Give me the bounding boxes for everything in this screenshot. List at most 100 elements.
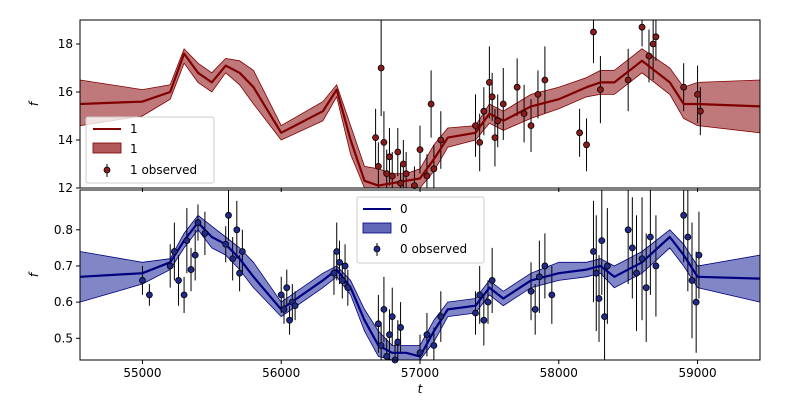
bottom-observed-point <box>695 251 703 259</box>
bottom-observed-point <box>638 255 646 263</box>
top-model-line <box>79 52 761 187</box>
bottom-observed-point <box>595 295 603 302</box>
bottom-observed-point <box>397 324 404 331</box>
bottom-observed-point <box>344 284 352 292</box>
top-y-tick-label: 14 <box>58 133 73 147</box>
top-observed-point <box>534 91 542 98</box>
bottom-observed-point <box>236 269 243 277</box>
bottom-observed-point <box>646 233 654 241</box>
top-observed-point <box>411 182 418 190</box>
bottom-observed-point <box>222 240 230 248</box>
bottom-observed-point <box>652 262 660 270</box>
bottom-point-layer <box>139 211 703 364</box>
bottom-observed-point <box>336 258 343 266</box>
bottom-observed-point <box>139 277 146 284</box>
bottom-observed-point <box>280 305 288 313</box>
top-observed-point <box>394 148 402 156</box>
top-observed-point <box>416 146 424 154</box>
top-line-layer <box>79 52 761 187</box>
bottom-observed-point <box>601 313 608 320</box>
top-y-tick-label: 16 <box>58 85 73 99</box>
bottom-observed-point <box>386 331 393 339</box>
bottom-observed-point <box>191 251 199 259</box>
bottom-observed-point <box>187 266 195 273</box>
bottom-observed-point <box>680 211 688 219</box>
top-observed-point <box>485 79 493 86</box>
top-observed-point <box>520 110 528 117</box>
bottom-y-tick-label: 0.6 <box>54 295 73 309</box>
bottom-observed-point <box>383 352 391 360</box>
bottom-y-tick-label: 0.8 <box>54 223 73 237</box>
bottom-observed-point <box>330 269 338 277</box>
top-observed-point <box>380 138 388 146</box>
bottom-observed-point <box>388 313 396 320</box>
bottom-y-tick-label: 0.5 <box>54 331 73 345</box>
top-observed-point <box>374 162 382 170</box>
bottom-observed-point <box>380 305 388 313</box>
bottom-observed-point <box>590 248 597 255</box>
top-observed-point <box>694 91 701 98</box>
bottom-observed-point <box>624 226 632 234</box>
top-observed-point <box>527 122 535 129</box>
top-observed-point <box>597 86 604 93</box>
bottom-observed-point <box>394 338 402 346</box>
top-observed-point <box>680 83 688 91</box>
bottom-observed-point <box>684 233 692 241</box>
bottom-observed-point <box>541 262 549 270</box>
bottom-panel: 0.5 0.6 0.7 0.8 f 0 0 0 observed <box>27 189 761 364</box>
bottom-observed-point <box>291 302 299 310</box>
top-legend-band-swatch <box>92 142 122 154</box>
bottom-observed-point <box>183 237 191 245</box>
top-observed-point <box>624 76 632 84</box>
top-observed-point <box>649 40 657 48</box>
top-observed-point <box>499 100 507 108</box>
bottom-observed-point <box>233 226 241 234</box>
bottom-observed-point <box>488 277 496 284</box>
bottom-observed-point <box>180 291 188 299</box>
top-observed-point <box>372 134 379 142</box>
top-observed-point <box>430 165 438 173</box>
bottom-legend-band-swatch <box>362 222 392 234</box>
bottom-observed-point <box>333 248 341 255</box>
bottom-observed-point <box>628 244 636 252</box>
top-y-axis-label: f <box>27 100 41 106</box>
top-observed-point <box>590 28 597 36</box>
bottom-observed-point <box>592 269 600 277</box>
top-observed-point <box>652 33 660 41</box>
top-point-layer <box>372 23 704 190</box>
bottom-legend-box <box>356 196 485 264</box>
bottom-observed-point <box>535 273 543 281</box>
bottom-observed-point <box>472 309 479 317</box>
bottom-observed-point <box>341 262 349 270</box>
bottom-observed-point <box>194 219 202 226</box>
top-observed-point <box>494 117 502 125</box>
bottom-observed-point <box>527 287 535 295</box>
bottom-legend-point-swatch <box>373 245 381 253</box>
top-observed-point <box>427 100 435 108</box>
bottom-observed-point <box>377 342 385 349</box>
bottom-observed-point <box>484 298 492 306</box>
top-panel: 12 14 16 18 f 1 1 1 observed <box>27 19 761 195</box>
bottom-observed-point <box>175 277 182 284</box>
bottom-observed-point <box>225 211 232 219</box>
bottom-observed-point <box>692 298 700 306</box>
bottom-observed-point <box>338 277 346 284</box>
bottom-observed-point <box>166 262 174 270</box>
bottom-observed-point <box>598 237 606 245</box>
bottom-observed-point <box>229 255 237 263</box>
top-observed-point <box>437 136 445 144</box>
top-legend-point-swatch <box>103 166 111 174</box>
bottom-observed-point <box>476 291 484 299</box>
top-legend: 1 1 1 observed <box>85 116 215 184</box>
top-observed-point <box>480 107 488 115</box>
x-axis-label: t <box>418 382 424 396</box>
bottom-observed-point <box>437 313 445 320</box>
x-tick-label: 56000 <box>262 366 300 380</box>
x-tick-label: 58000 <box>540 366 578 380</box>
bottom-observed-point <box>170 248 178 255</box>
x-tick-label: 55000 <box>123 366 161 380</box>
bottom-y-axis-label: f <box>27 271 41 277</box>
bottom-observed-point <box>531 305 539 313</box>
bottom-observed-point <box>416 349 424 357</box>
